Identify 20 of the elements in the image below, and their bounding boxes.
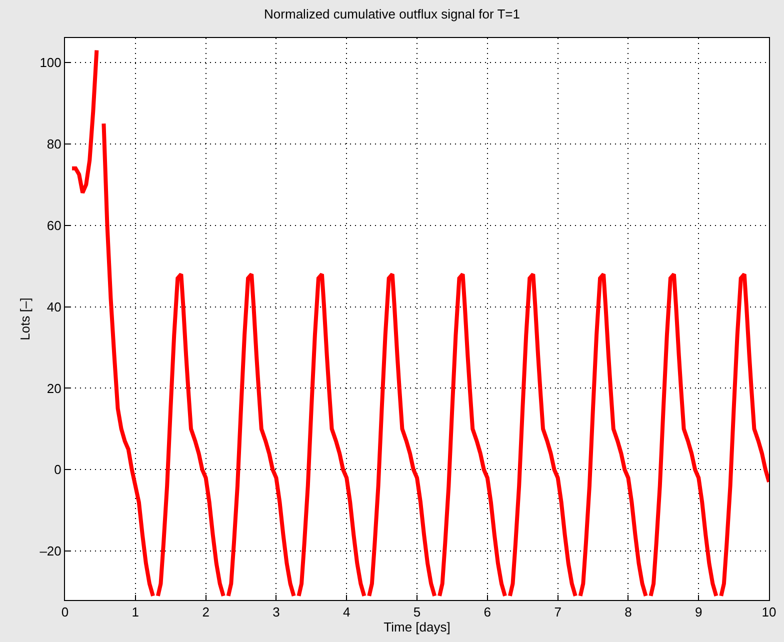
y-tick-label: 60: [46, 218, 62, 233]
x-tick-label: 2: [202, 604, 210, 620]
x-tick-label: 6: [484, 604, 492, 620]
y-tick-label: 100: [40, 54, 62, 70]
x-tick-label: 3: [272, 604, 280, 620]
x-tick-label: 4: [342, 604, 350, 620]
x-tick-label: 9: [694, 604, 702, 620]
x-tick-label: 10: [762, 604, 776, 620]
x-tick-label: 5: [413, 604, 421, 620]
x-tick-label: 8: [624, 604, 632, 620]
x-tick-label: 1: [132, 604, 140, 620]
x-tick-label: 7: [554, 604, 562, 620]
y-tick-label: 80: [46, 136, 62, 152]
y-tick-label: 40: [46, 299, 62, 314]
x-axis-title: Time [days]: [384, 620, 450, 635]
y-tick-label: –20: [40, 544, 62, 559]
y-tick-label: 0: [54, 462, 62, 478]
y-axis-title: Lots [–]: [18, 298, 33, 340]
chart-title: Normalized cumulative outflux signal for T=1: [264, 6, 520, 22]
y-tick-label: 20: [46, 380, 62, 396]
